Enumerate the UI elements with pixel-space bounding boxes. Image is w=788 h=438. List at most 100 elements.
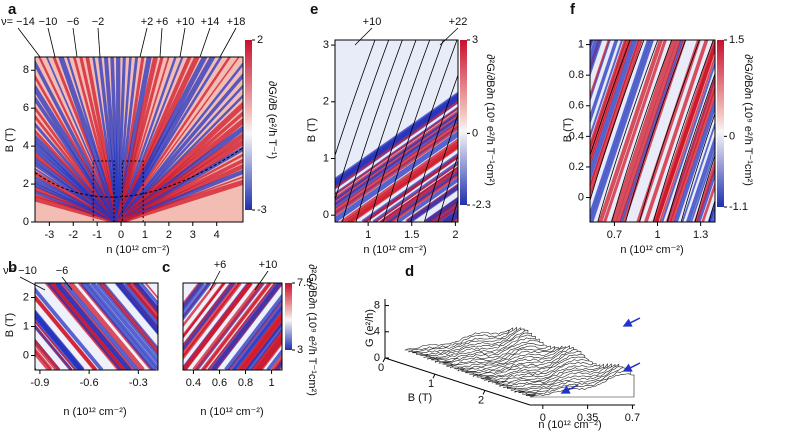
annotation: +14 bbox=[201, 16, 220, 28]
heatmap-texture bbox=[764, 40, 788, 222]
colorbar-tick-label: 3 bbox=[472, 34, 478, 46]
x-tick-label: 4 bbox=[214, 229, 220, 241]
y-axis-label: B (T) bbox=[4, 313, 16, 337]
colorbar-tick-label: -2.3 bbox=[472, 199, 491, 211]
heatmap-texture bbox=[296, 283, 363, 370]
heatmap-texture bbox=[326, 283, 393, 370]
y-tick-label: 2 bbox=[23, 178, 29, 190]
x-tick-label: 2 bbox=[452, 229, 458, 241]
colorbar-label: ∂G/∂B (e²/h T⁻¹) bbox=[266, 81, 278, 159]
annotation: −6 bbox=[56, 265, 69, 277]
annotation: −10 bbox=[39, 16, 58, 28]
heatmap-texture bbox=[762, 40, 788, 222]
x-tick-label: 0.7 bbox=[607, 229, 622, 241]
annotation: +22 bbox=[449, 16, 468, 28]
x-tick-label: -0.3 bbox=[129, 377, 148, 389]
colorbar-tick-label: 2 bbox=[257, 34, 263, 46]
colorbar bbox=[245, 40, 252, 210]
colorbar-label: ∂²G/∂B∂n (10⁹ e²/h T⁻¹cm²) bbox=[484, 54, 496, 186]
b-tick-label: 2 bbox=[478, 394, 484, 406]
x-tick-label: 0.8 bbox=[238, 377, 253, 389]
annotation-leader bbox=[18, 28, 40, 57]
heatmap-texture bbox=[324, 283, 391, 370]
y-tick-label: 0 bbox=[578, 191, 584, 203]
x-tick-label: -1 bbox=[92, 229, 102, 241]
x-tick-label: 1.5 bbox=[404, 229, 419, 241]
heatmap-texture bbox=[765, 40, 788, 222]
heatmap bbox=[134, 283, 398, 370]
annotation-leader bbox=[220, 28, 236, 57]
annotation: +10 bbox=[259, 259, 278, 271]
x-tick-label: -2 bbox=[68, 229, 78, 241]
y-tick-label: 6 bbox=[23, 102, 29, 114]
y-axis-label: B (T) bbox=[306, 118, 318, 142]
y-tick-label: 2 bbox=[23, 291, 29, 303]
y-tick-label: 1 bbox=[578, 38, 584, 50]
x-tick-label: 1 bbox=[365, 229, 371, 241]
y-tick-label: 0.2 bbox=[569, 161, 584, 173]
heatmap-texture bbox=[728, 40, 788, 222]
annotation: ν= −14 bbox=[1, 16, 35, 28]
annotation: +10 bbox=[363, 16, 382, 28]
heatmap-texture bbox=[0, 283, 2, 370]
x-axis-label: n (10¹² cm⁻²) bbox=[200, 406, 263, 418]
annotation: +18 bbox=[227, 16, 246, 28]
y-tick-label: 0.8 bbox=[569, 69, 584, 81]
heatmap-texture bbox=[293, 283, 360, 370]
colorbar-tick-label: 1.5 bbox=[729, 34, 744, 46]
x-axis-label: n (10¹² cm⁻²) bbox=[620, 244, 683, 256]
y-tick-label: 1 bbox=[323, 152, 329, 164]
colorbar-tick-label: 0 bbox=[729, 130, 735, 142]
heatmap-texture bbox=[755, 40, 788, 222]
annotation: +6 bbox=[214, 259, 227, 271]
panel-label: f bbox=[570, 1, 576, 18]
x-tick-label: -3 bbox=[44, 229, 54, 241]
annotation-leader bbox=[180, 28, 185, 57]
colorbar-tick-label: 3 bbox=[297, 344, 303, 356]
y-tick-label: 1 bbox=[23, 320, 29, 332]
colorbar-tick-label: -3 bbox=[257, 204, 267, 216]
heatmap-texture bbox=[733, 40, 788, 222]
x-tick-label: 0 bbox=[118, 229, 124, 241]
y-tick-label: 3 bbox=[323, 39, 329, 51]
colorbar bbox=[285, 283, 292, 350]
annotation-leader bbox=[140, 28, 147, 57]
heatmap-texture bbox=[757, 40, 788, 222]
annotation-leader bbox=[160, 28, 162, 57]
y-tick-label: 2 bbox=[323, 96, 329, 108]
heatmap-texture bbox=[757, 40, 788, 222]
annotation: +10 bbox=[176, 16, 195, 28]
heatmap-texture bbox=[294, 283, 361, 370]
heatmap-texture bbox=[292, 283, 359, 370]
panel-label: c bbox=[162, 259, 170, 276]
n-tick-label: 0.7 bbox=[625, 412, 640, 424]
b-axis-label: B (T) bbox=[408, 392, 432, 404]
panel-label: e bbox=[310, 1, 318, 18]
colorbar-label: ∂²G/∂B∂n (10⁹ e²/h T⁻¹cm²) bbox=[306, 264, 318, 396]
arrow bbox=[624, 318, 640, 326]
y-tick-label: 0 bbox=[323, 209, 329, 221]
b-tick-label: 1 bbox=[428, 378, 434, 390]
annotation: +6 bbox=[156, 16, 169, 28]
y-tick-label: 4 bbox=[23, 140, 29, 152]
x-tick-label: 0.6 bbox=[212, 377, 227, 389]
x-tick-label: -0.6 bbox=[80, 377, 99, 389]
b-tick-label: 0 bbox=[378, 362, 384, 374]
x-tick-label: 3 bbox=[190, 229, 196, 241]
y-tick-label: 0.6 bbox=[569, 100, 584, 112]
n-axis-label: n (10¹² cm⁻²) bbox=[538, 419, 601, 431]
heatmap-texture bbox=[294, 283, 361, 370]
colorbar-label: ∂²G/∂B∂n (10⁹ e²/h T⁻¹cm²) bbox=[742, 54, 754, 186]
heatmap-texture bbox=[295, 283, 362, 370]
annotation: −2 bbox=[92, 16, 105, 28]
annotation: +2 bbox=[141, 16, 154, 28]
x-axis-label: n (10¹² cm⁻²) bbox=[106, 244, 169, 256]
annotation-leader bbox=[48, 28, 55, 57]
x-tick-label: 2 bbox=[166, 229, 172, 241]
x-tick-label: 1.3 bbox=[693, 229, 708, 241]
annotation: ν= −10 bbox=[3, 265, 37, 277]
colorbar-tick-label: -1.1 bbox=[729, 201, 748, 213]
heatmap-texture bbox=[773, 40, 788, 222]
